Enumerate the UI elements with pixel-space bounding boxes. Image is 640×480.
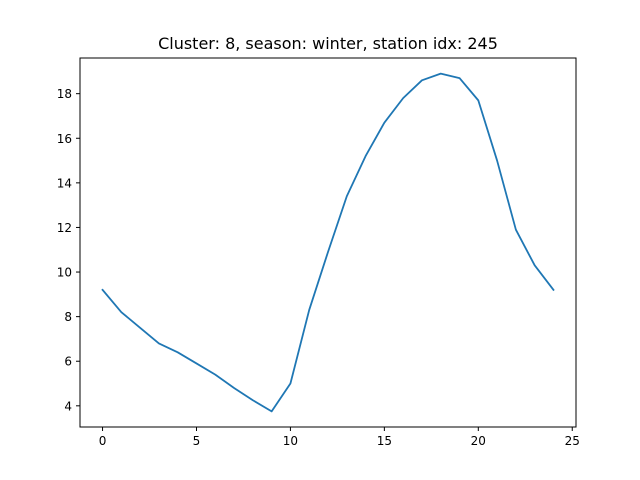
series-layer [101, 72, 555, 413]
y-tick-label: 4 [64, 399, 72, 413]
y-tick-label: 14 [57, 176, 72, 190]
x-tick-label: 20 [471, 434, 486, 448]
y-tick-label: 6 [64, 355, 72, 369]
x-tick-label: 5 [193, 434, 201, 448]
x-tick-label: 15 [377, 434, 392, 448]
y-tick-label: 16 [57, 132, 72, 146]
y-tick-label: 8 [64, 310, 72, 324]
y-tick-label: 12 [57, 221, 72, 235]
plot-frame [79, 57, 577, 428]
chart-title: Cluster: 8, season: winter, station idx:… [158, 34, 498, 53]
x-tick-label: 10 [283, 434, 298, 448]
y-tick-label: 18 [57, 87, 72, 101]
axis-ticks: 0 5 10 15 20 25 4 6 8 10 12 14 16 18 [57, 87, 580, 448]
x-tick-label: 0 [99, 434, 107, 448]
y-tick-label: 10 [57, 266, 72, 280]
x-tick-label: 25 [565, 434, 580, 448]
series-line [101, 72, 555, 413]
